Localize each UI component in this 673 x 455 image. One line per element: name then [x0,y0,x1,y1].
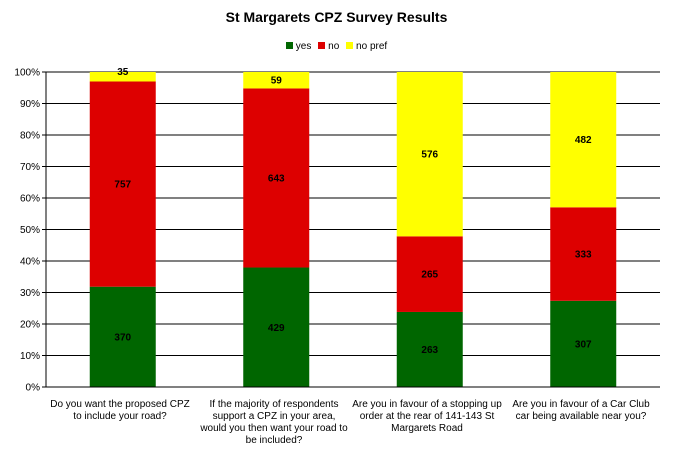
data-label: 757 [114,180,131,191]
data-label: 643 [268,173,285,184]
chart-title: St Margarets CPZ Survey Results [225,9,448,25]
data-label: 35 [117,67,129,78]
legend-label-no-pref: no pref [356,41,388,52]
legend-label-no: no [328,41,340,52]
y-tick-label: 10% [20,351,40,362]
legend-label-yes: yes [295,41,312,52]
legend-swatch-yes [285,42,293,49]
x-tick-label: Do you want the proposed CPZ to include … [50,399,190,422]
data-label: 263 [421,345,438,356]
bar-segment-no [89,81,156,287]
bar-segment-no-pref [550,72,617,208]
y-tick-label: 50% [20,225,40,236]
y-tick-label: 100% [14,68,40,79]
chart-legend: yes no no pref [0,41,673,52]
data-label: 59 [271,76,283,87]
y-tick-label: 40% [20,257,40,268]
y-tick-label: 30% [20,288,40,299]
data-label: 576 [421,150,438,161]
y-tick-label: 20% [20,320,40,331]
y-tick-label: 60% [20,194,40,205]
data-label: 333 [575,250,592,261]
legend-item-no-pref: no pref [346,41,387,52]
legend-item-yes: yes [285,41,312,52]
x-tick-label: If the majority of respondents support a… [200,399,348,446]
data-label: 265 [421,270,438,281]
x-tick-label: Are you in favour of a Car Club car bein… [512,399,650,422]
y-tick-label: 80% [20,131,40,142]
data-label: 307 [575,339,592,350]
y-tick-label: 0% [26,383,41,394]
bar-segment-yes [243,267,310,387]
x-tick-label: Are you in favour of a stopping up order… [352,399,502,434]
bar-segment-yes [89,286,156,387]
data-label: 482 [575,135,592,146]
y-tick-label: 70% [20,162,40,173]
legend-item-no: no [318,41,339,52]
bar-segment-yes [550,300,617,387]
bar-segment-yes [396,311,463,387]
legend-swatch-no-pref [346,42,354,49]
bar-segment-no [243,88,310,268]
data-label: 429 [268,323,285,334]
bar-segment-no-pref [243,72,310,89]
bar-segment-no-pref [396,72,463,237]
bar-segment-no [396,236,463,312]
bar-segment-no-pref [89,72,156,82]
y-tick-label: 90% [20,99,40,110]
data-label: 370 [114,332,131,343]
legend-swatch-no [318,42,326,49]
bar-segment-no [550,207,617,301]
